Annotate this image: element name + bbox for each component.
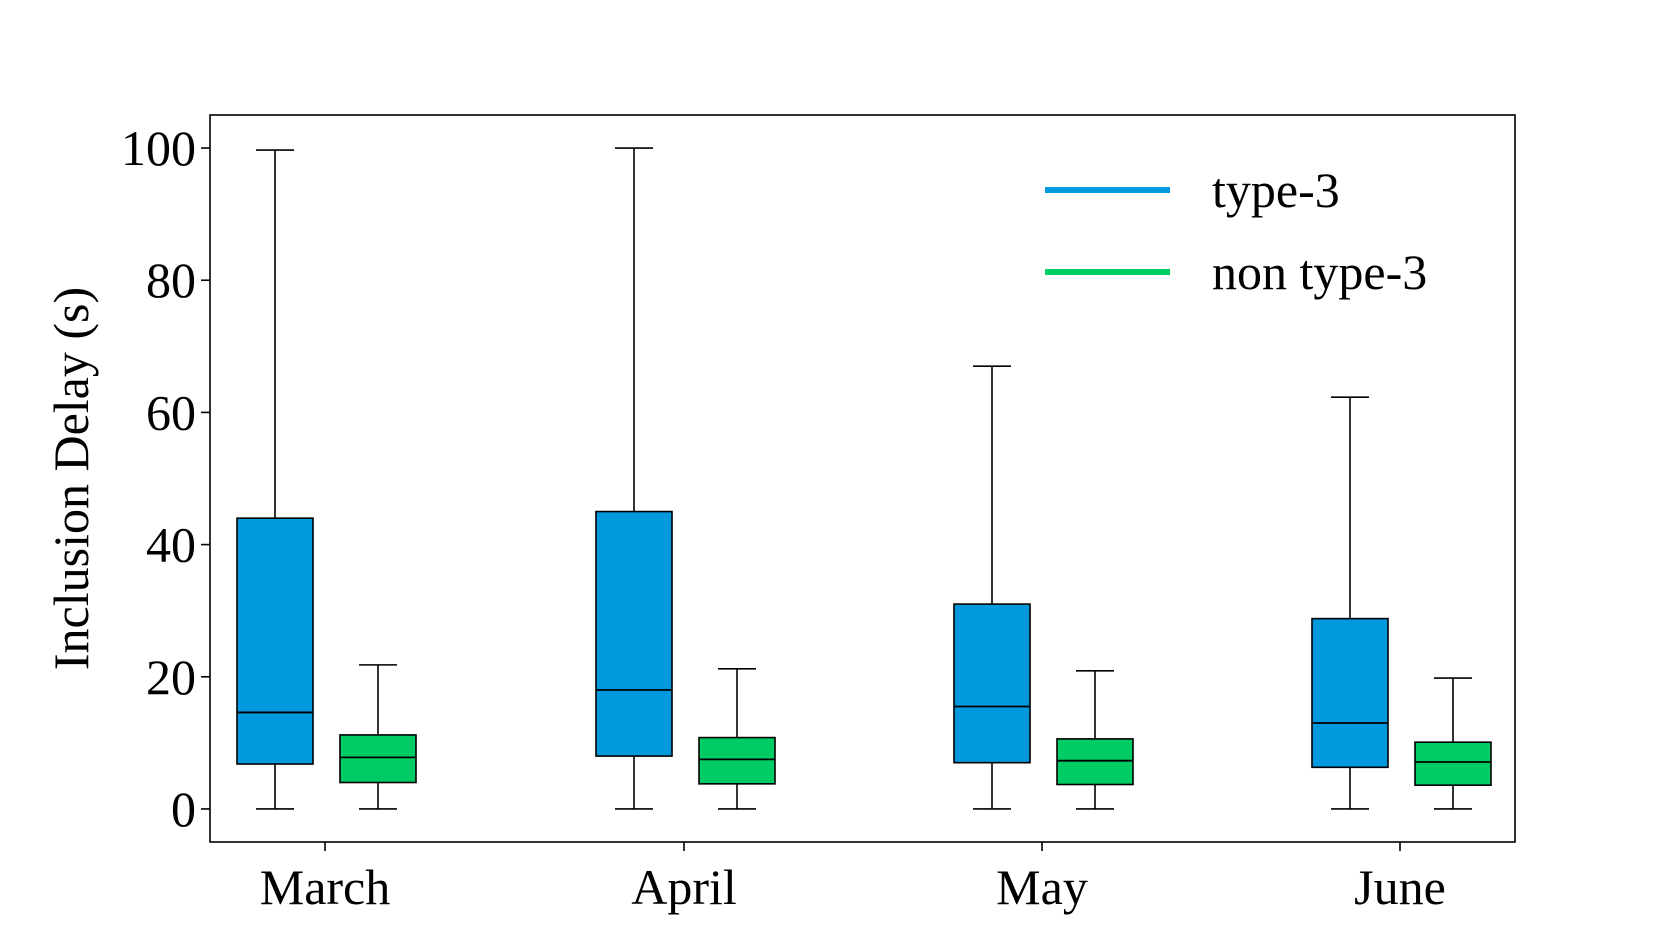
legend-item-non-type-3: non type-3 xyxy=(1045,244,1427,300)
y-tick-label: 80 xyxy=(146,252,196,308)
y-tick-label: 40 xyxy=(146,517,196,573)
x-axis: March April May June xyxy=(260,842,1446,915)
box-iqr xyxy=(953,603,1031,764)
y-tick-label: 20 xyxy=(146,649,196,705)
box-may-non-type-3 xyxy=(1056,670,1134,810)
x-tick-label: March xyxy=(260,859,391,915)
box-march-type-3 xyxy=(236,149,314,810)
box-iqr xyxy=(236,517,314,765)
legend-label: type-3 xyxy=(1212,162,1340,218)
x-tick-label: May xyxy=(996,859,1088,915)
box-iqr xyxy=(1414,741,1492,786)
box-march-non-type-3 xyxy=(339,664,417,810)
y-tick-label: 0 xyxy=(171,781,196,837)
y-axis-label: Inclusion Delay (s) xyxy=(43,287,99,670)
box-june-non-type-3 xyxy=(1414,677,1492,810)
box-iqr xyxy=(1056,738,1134,786)
box-may-type-3 xyxy=(953,365,1031,810)
y-tick-label: 100 xyxy=(121,120,196,176)
plot-area xyxy=(236,147,1492,810)
plot-frame xyxy=(209,114,1516,843)
box-april-non-type-3 xyxy=(698,668,776,810)
box-iqr xyxy=(698,736,776,785)
box-iqr xyxy=(595,510,673,757)
y-tick-label: 60 xyxy=(146,384,196,440)
legend: type-3 non type-3 xyxy=(1045,162,1427,300)
x-tick-label: April xyxy=(631,859,737,915)
legend-label: non type-3 xyxy=(1212,244,1427,300)
y-axis: 0 20 40 60 80 100 xyxy=(121,120,210,837)
legend-item-type-3: type-3 xyxy=(1045,162,1340,218)
box-april-type-3 xyxy=(595,147,673,810)
box-iqr xyxy=(339,734,417,784)
x-tick-label: June xyxy=(1354,859,1446,915)
box-june-type-3 xyxy=(1311,396,1389,810)
box-iqr xyxy=(1311,617,1389,769)
